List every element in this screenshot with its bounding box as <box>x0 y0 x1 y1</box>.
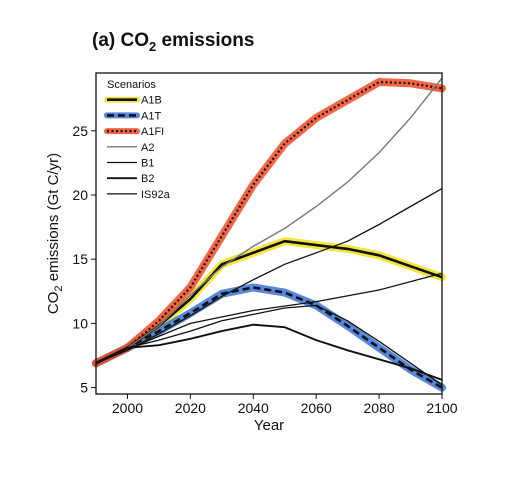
legend: Scenarios A1B A1T A1FI A2 B1 B2 IS92a <box>104 79 171 201</box>
x-axis-label: Year <box>254 417 284 434</box>
y-tick-label: 25 <box>72 123 88 139</box>
series-line-a1t <box>95 286 443 389</box>
series-highlight-a1fi <box>92 78 446 368</box>
legend-label-a1fi: A1FI <box>141 126 164 138</box>
y-tick-label: 20 <box>72 187 88 203</box>
y-tick-label: 10 <box>72 315 88 331</box>
legend-label-b2: B2 <box>141 173 154 185</box>
legend-label-a1t: A1T <box>141 110 161 122</box>
plot-frame <box>95 72 443 395</box>
series-line-unlabeled <box>127 272 443 350</box>
x-tick-label: 2020 <box>175 400 206 416</box>
legend-label-b1: B1 <box>141 158 154 170</box>
series-line-b2 <box>95 323 443 381</box>
y-tick-label: 15 <box>72 251 88 267</box>
series-line-is92a <box>95 188 443 364</box>
y-axis-label: CO2 emissions (Gt C/yr) <box>45 153 65 314</box>
legend-title: Scenarios <box>107 79 156 91</box>
y-axis-ticks: 5 10 15 20 25 <box>72 123 96 396</box>
series-line-a2 <box>95 77 443 364</box>
series-line-a1fi <box>95 80 443 365</box>
x-tick-label: 2080 <box>364 400 395 416</box>
y-tick-label: 5 <box>80 380 88 396</box>
series-line-a1b <box>95 239 443 365</box>
series-line-b1 <box>95 304 443 386</box>
series-layer <box>95 77 443 389</box>
chart-title: (a) CO2 emissions <box>92 30 255 54</box>
legend-label-a1b: A1B <box>141 95 162 107</box>
x-tick-label: 2100 <box>426 400 457 416</box>
x-axis-ticks: 2000 2020 2040 2060 2080 2100 <box>112 394 458 416</box>
legend-label-is92a: IS92a <box>141 189 171 201</box>
x-tick-label: 2060 <box>301 400 332 416</box>
legend-label-a2: A2 <box>141 142 154 154</box>
x-tick-label: 2040 <box>238 400 269 416</box>
x-tick-label: 2000 <box>112 400 143 416</box>
